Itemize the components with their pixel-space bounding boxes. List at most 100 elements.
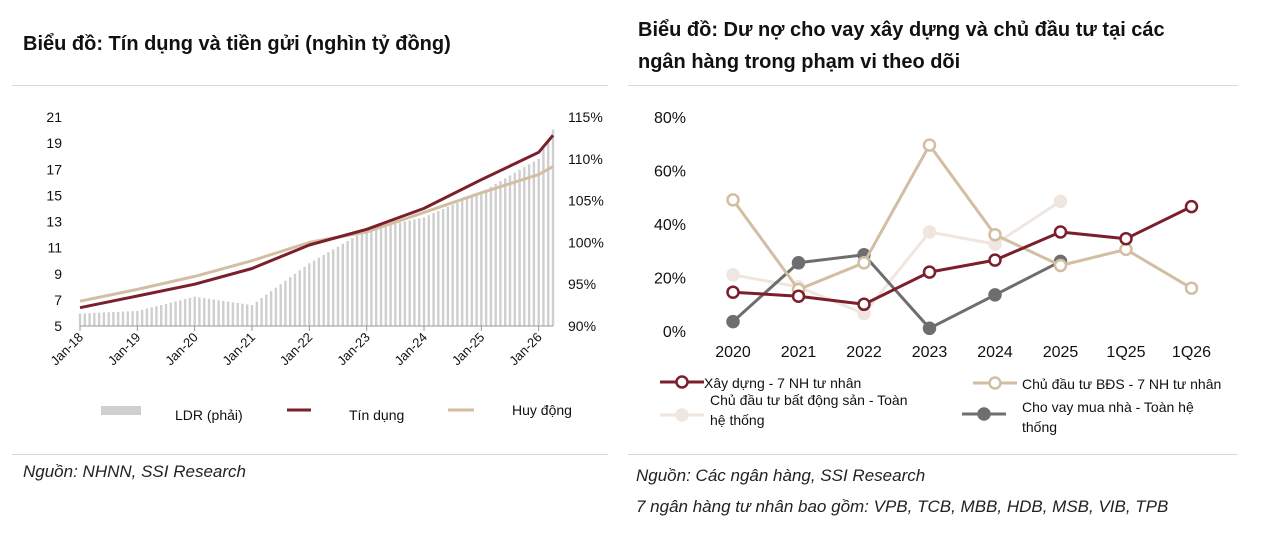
- ldr-bar: [341, 243, 344, 326]
- ldr-bar: [365, 229, 368, 326]
- right-chart-x-tick-label: 1Q26: [1172, 344, 1211, 361]
- ldr-bar: [542, 149, 545, 326]
- ldr-bar: [193, 296, 196, 326]
- ldr-bar: [389, 224, 392, 326]
- right-chart-title-line1: Biểu đồ: Dư nợ cho vay xây dựng và chủ đ…: [638, 19, 1165, 41]
- ldr-bar: [121, 311, 125, 326]
- legend-chu-dau-tu-bds-7nh-marker: [988, 376, 1002, 390]
- left-top-divider: [12, 85, 608, 86]
- ldr-bar: [408, 220, 411, 326]
- chu-dau-tu-bds-7nh-point: [857, 256, 871, 270]
- right-y-tick-label: 110%: [568, 151, 603, 167]
- ldr-bar: [174, 301, 177, 326]
- legend-cho-vay-mua-nha-toan-he-thong-marker: [977, 407, 991, 421]
- cho-vay-mua-nha-toan-he-thong-point: [988, 288, 1002, 302]
- left-chart-title: Biểu đồ: Tín dụng và tiền gửi (nghìn tỷ …: [23, 33, 451, 55]
- ldr-bar: [398, 222, 402, 326]
- ldr-bar: [212, 299, 215, 326]
- right-chart-x-tick-label: 2022: [846, 344, 882, 361]
- ldr-bar: [250, 305, 254, 326]
- ldr-bar: [499, 181, 502, 326]
- chu-dau-tu-bds-7nh-line: [731, 143, 1193, 291]
- chu-dau-tu-bds-7nh-point: [1119, 242, 1133, 257]
- ldr-bar: [312, 260, 316, 326]
- ldr-bar: [246, 304, 249, 326]
- right-source: Nguồn: Các ngân hàng, SSI Research: [636, 466, 926, 485]
- right-bottom-divider: [628, 454, 1238, 455]
- ldr-bar: [489, 186, 493, 326]
- left-x-tick-label: Jan-26: [506, 330, 545, 369]
- xay-dung-7nh-point: [988, 253, 1002, 267]
- ldr-bar: [322, 254, 325, 326]
- left-y-tick-label: 21: [46, 109, 62, 125]
- ldr-bar: [336, 246, 340, 326]
- ldr-bar: [164, 303, 168, 326]
- ldr-bar: [188, 297, 192, 326]
- left-legend: LDR (phải) Tín dụng Huy động: [101, 402, 572, 423]
- ldr-bar: [203, 298, 206, 326]
- xay-dung-7nh-point: [726, 285, 740, 299]
- left-y-tick-label: 17: [46, 161, 62, 177]
- ldr-bar: [102, 312, 106, 326]
- ldr-bar: [537, 158, 540, 326]
- ldr-bar: [293, 273, 297, 327]
- ldr-bar: [255, 301, 258, 326]
- ldr-bar: [518, 169, 521, 326]
- ldr-bar: [384, 225, 387, 326]
- ldr-bar: [145, 308, 149, 326]
- chu-dau-tu-bds-toan-he-thong-point: [1053, 194, 1068, 209]
- ldr-bar: [279, 284, 282, 326]
- ldr-bar: [226, 301, 230, 326]
- ldr-bar: [413, 219, 416, 326]
- ldr-bar: [160, 305, 163, 326]
- right-y-tick-label: 115%: [568, 109, 603, 125]
- ldr-bar: [140, 309, 144, 326]
- right-legend: Xây dựng - 7 NH tư nhân Chủ đầu tư BĐS - …: [660, 375, 1221, 435]
- ldr-bar: [298, 270, 301, 326]
- legend-chu-dau-tu-bds-toan-he-thong-label-line2: hệ thống: [710, 412, 765, 428]
- ldr-bar: [432, 213, 435, 326]
- ldr-bar: [236, 303, 239, 326]
- ldr-bar: [351, 238, 354, 326]
- ldr-bar: [484, 189, 488, 326]
- left-x-tick-label: Jan-24: [391, 330, 430, 369]
- ldr-bar: [179, 300, 182, 326]
- ldr-bar: [475, 194, 478, 326]
- ldr-bar: [327, 252, 330, 326]
- ldr-bar: [513, 172, 516, 326]
- chu-dau-tu-bds-toan-he-thong-line: [732, 200, 1062, 316]
- cho-vay-mua-nha-toan-he-thong-point: [791, 256, 806, 270]
- ldr-bar: [183, 299, 187, 326]
- ldr-bar: [265, 294, 268, 326]
- right-chart-y-tick-label: 80%: [654, 110, 686, 127]
- ldr-bar: [78, 313, 82, 326]
- xay-dung-7nh-point: [791, 289, 806, 303]
- legend-huy-dong-label: Huy động: [512, 402, 572, 418]
- ldr-bar: [494, 183, 497, 326]
- left-y-tick-label: 7: [54, 292, 62, 308]
- ldr-bar: [418, 218, 421, 326]
- ldr-bar: [504, 178, 507, 326]
- legend-tin-dung-label: Tín dụng: [349, 407, 404, 423]
- left-x-tick-label: Jan-20: [162, 330, 201, 369]
- legend-xay-dung-7nh-marker: [675, 375, 689, 389]
- ldr-bar: [346, 241, 349, 326]
- ldr-bar: [231, 302, 235, 326]
- right-note: 7 ngân hàng tư nhân bao gồm: VPB, TCB, M…: [636, 497, 1169, 516]
- chu-dau-tu-bds-7nh-point: [922, 138, 937, 152]
- ldr-bar: [303, 266, 306, 326]
- left-x-tick-label: Jan-22: [277, 330, 316, 369]
- ldr-bar: [403, 221, 407, 326]
- ldr-bar: [422, 217, 426, 326]
- ldr-bar: [198, 297, 201, 326]
- left-y-tick-label: 11: [47, 240, 62, 256]
- ldr-bar: [317, 257, 321, 326]
- ldr-bar: [480, 192, 483, 326]
- right-chart-x-tick-label: 2020: [715, 344, 751, 361]
- cho-vay-mua-nha-toan-he-thong-point: [726, 314, 740, 329]
- right-chart-x-tick-label: 2025: [1043, 344, 1079, 361]
- ldr-bar: [446, 206, 450, 326]
- chu-dau-tu-bds-7nh-point: [726, 193, 740, 207]
- right-chart-x-tick-label: 2023: [912, 344, 948, 361]
- ldr-bar: [150, 307, 153, 326]
